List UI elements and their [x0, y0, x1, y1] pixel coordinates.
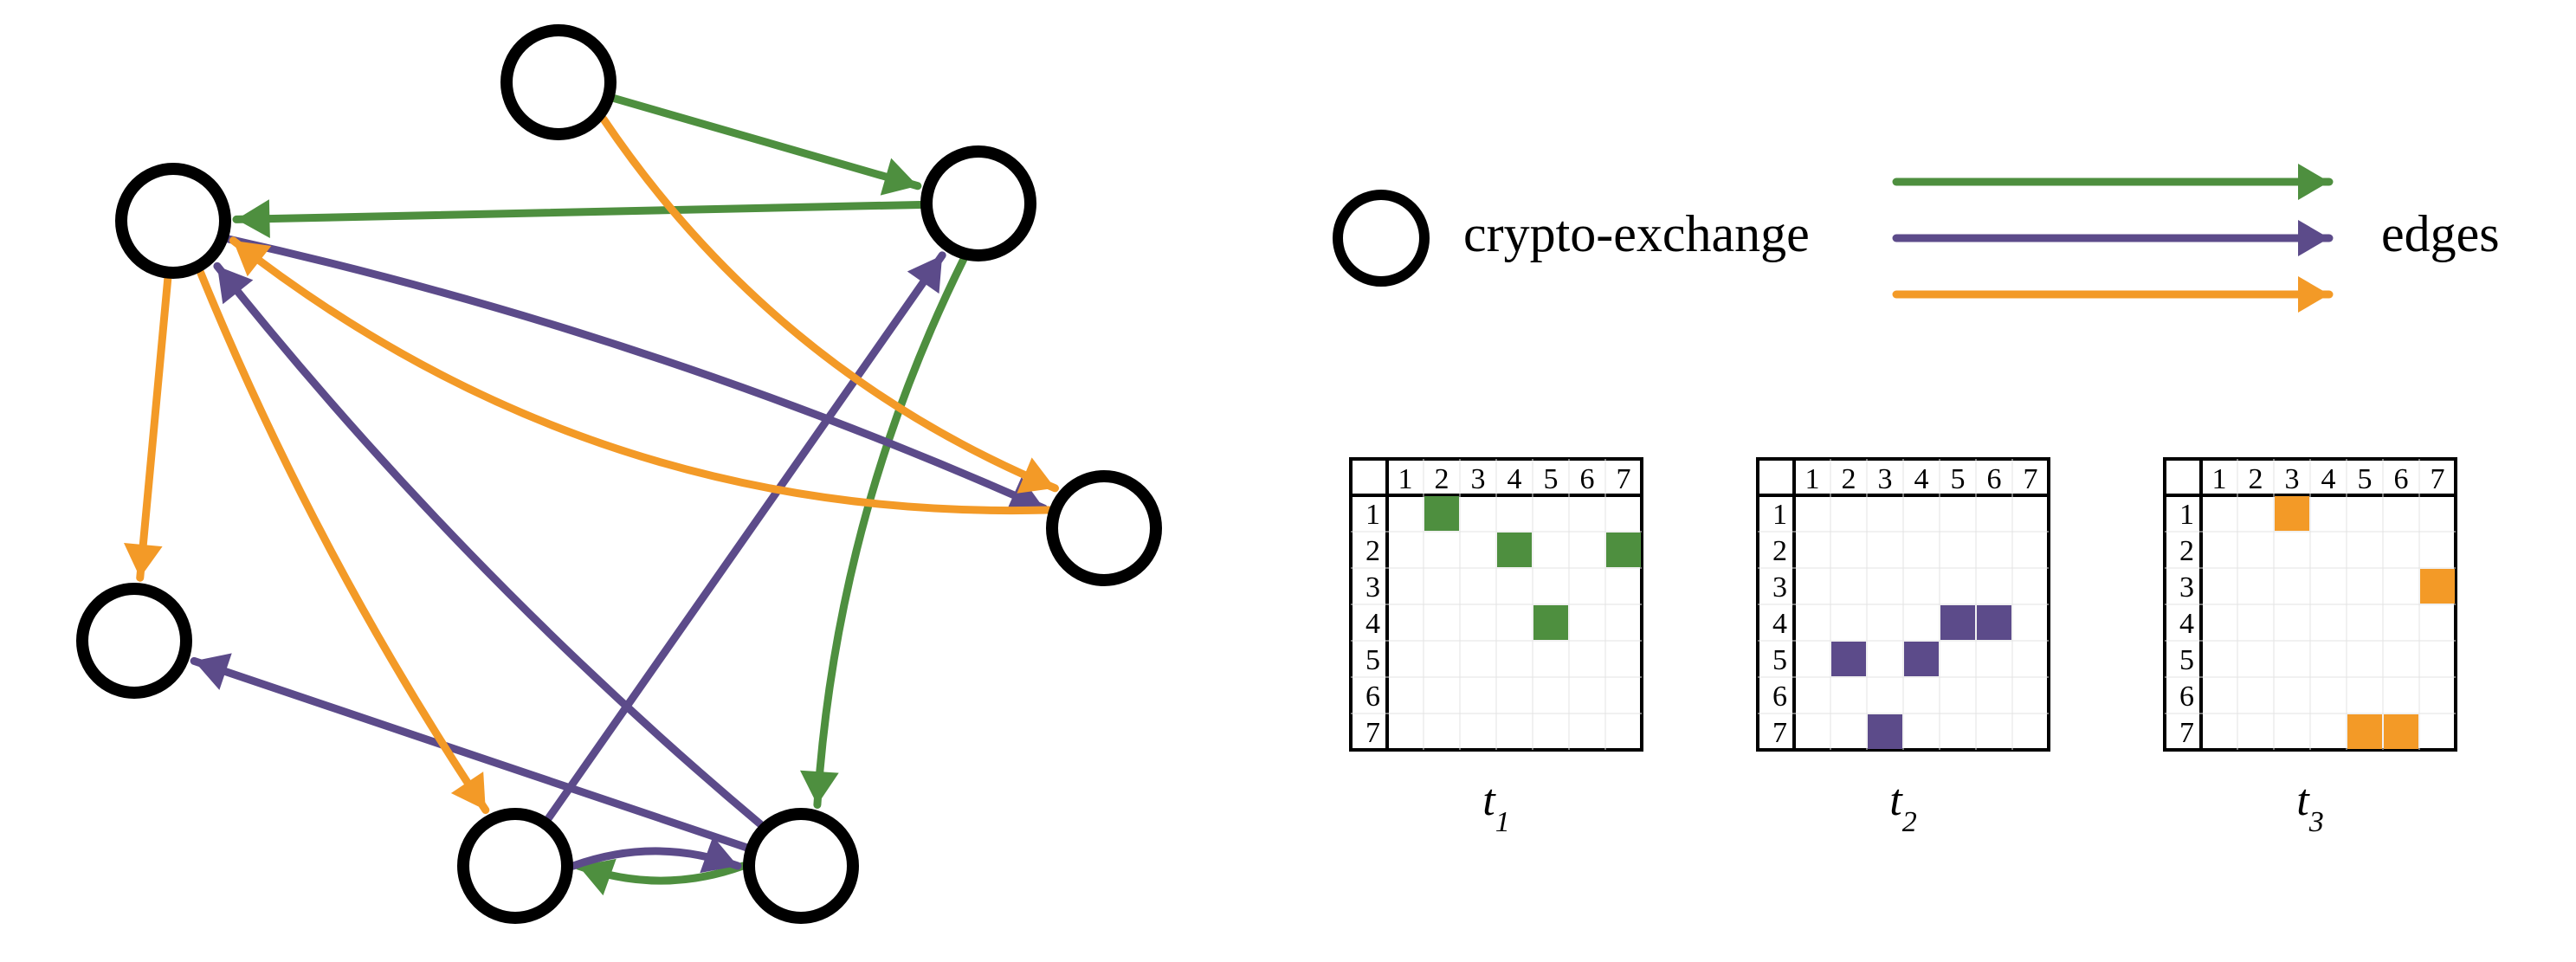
matrix-col-label: 4 [1914, 463, 1929, 495]
legend-node-icon [1338, 195, 1424, 281]
graph-node [749, 814, 853, 918]
matrix-row-label: 4 [2179, 608, 2194, 640]
matrix-col-label: 5 [1544, 463, 1559, 495]
matrix-row-label: 3 [1772, 571, 1787, 604]
matrix-col-label: 7 [2431, 463, 2445, 495]
matrix-col-label: 3 [1471, 463, 1486, 495]
matrix-cell [1497, 533, 1532, 567]
graph-node [82, 589, 186, 693]
matrix-row-label: 2 [2179, 535, 2194, 567]
graph-node [121, 169, 225, 273]
matrix-row-label: 1 [1772, 499, 1787, 531]
matrix-col-label: 6 [1580, 463, 1595, 495]
matrix-cell [1606, 533, 1641, 567]
matrix-row-label: 6 [1772, 681, 1787, 713]
matrix-cell [2420, 569, 2455, 604]
matrix-col-label: 2 [2249, 463, 2263, 495]
matrix-cell [2275, 496, 2309, 531]
graph-node [926, 152, 1030, 255]
matrix-row-label: 5 [1365, 644, 1380, 676]
matrix-row-label: 6 [1365, 681, 1380, 713]
matrix-col-label: 7 [1617, 463, 1631, 495]
matrix-col-label: 6 [2394, 463, 2409, 495]
matrix-row-label: 1 [1365, 499, 1380, 531]
graph-node [507, 30, 610, 134]
matrix-col-label: 3 [1878, 463, 1893, 495]
matrix-row-label: 2 [1772, 535, 1787, 567]
matrix-row-label: 3 [2179, 571, 2194, 604]
matrix-cell [1424, 496, 1459, 531]
matrix-col-label: 1 [1805, 463, 1820, 495]
matrix-col-label: 5 [1951, 463, 1966, 495]
matrix-col-label: 2 [1842, 463, 1856, 495]
graph-node [463, 814, 567, 918]
figure-canvas: crypto-exchangeedges11223344556677t11122… [0, 0, 2576, 962]
matrix-row-label: 6 [2179, 681, 2194, 713]
matrix-cell [1831, 642, 1866, 676]
matrix-cell [2347, 714, 2382, 749]
matrix-cell [1940, 605, 1975, 640]
matrix-row-label: 7 [1772, 717, 1787, 749]
legend-edges-label: edges [2381, 205, 2500, 262]
matrix-row-label: 3 [1365, 571, 1380, 604]
matrix-col-label: 4 [2321, 463, 2336, 495]
graph-node [1052, 476, 1156, 580]
matrix-col-label: 1 [2212, 463, 2227, 495]
matrix-col-label: 7 [2024, 463, 2038, 495]
matrix-col-label: 3 [2285, 463, 2300, 495]
matrix-cell [1904, 642, 1939, 676]
matrix-col-label: 2 [1435, 463, 1449, 495]
matrix-cell [1868, 714, 1902, 749]
matrix-row-label: 2 [1365, 535, 1380, 567]
matrix-cell [1977, 605, 2011, 640]
matrix-row-label: 4 [1772, 608, 1787, 640]
matrix-col-label: 1 [1398, 463, 1413, 495]
legend-node-label: crypto-exchange [1463, 205, 1810, 262]
matrix-row-label: 5 [2179, 644, 2194, 676]
matrix-col-label: 6 [1987, 463, 2002, 495]
matrix-cell [2384, 714, 2418, 749]
matrix-cell [1533, 605, 1568, 640]
matrix-row-label: 7 [2179, 717, 2194, 749]
matrix-col-label: 4 [1508, 463, 1522, 495]
matrix-row-label: 1 [2179, 499, 2194, 531]
matrix-row-label: 7 [1365, 717, 1380, 749]
matrix-row-label: 4 [1365, 608, 1380, 640]
matrix-col-label: 5 [2358, 463, 2373, 495]
matrix-row-label: 5 [1772, 644, 1787, 676]
